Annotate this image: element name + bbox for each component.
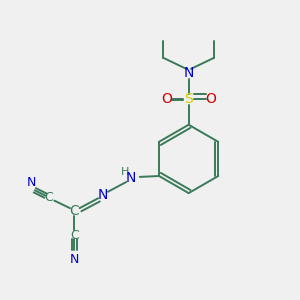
Text: N: N: [70, 253, 79, 266]
Text: C: C: [70, 229, 79, 242]
Text: O: O: [161, 92, 172, 106]
Text: N: N: [184, 66, 194, 80]
Text: C: C: [70, 204, 79, 218]
Text: O: O: [206, 92, 216, 106]
Text: H: H: [121, 167, 130, 177]
Text: N: N: [126, 171, 136, 185]
Text: C: C: [45, 191, 53, 204]
Text: N: N: [26, 176, 36, 189]
Text: S: S: [184, 92, 193, 106]
Text: N: N: [98, 188, 108, 202]
